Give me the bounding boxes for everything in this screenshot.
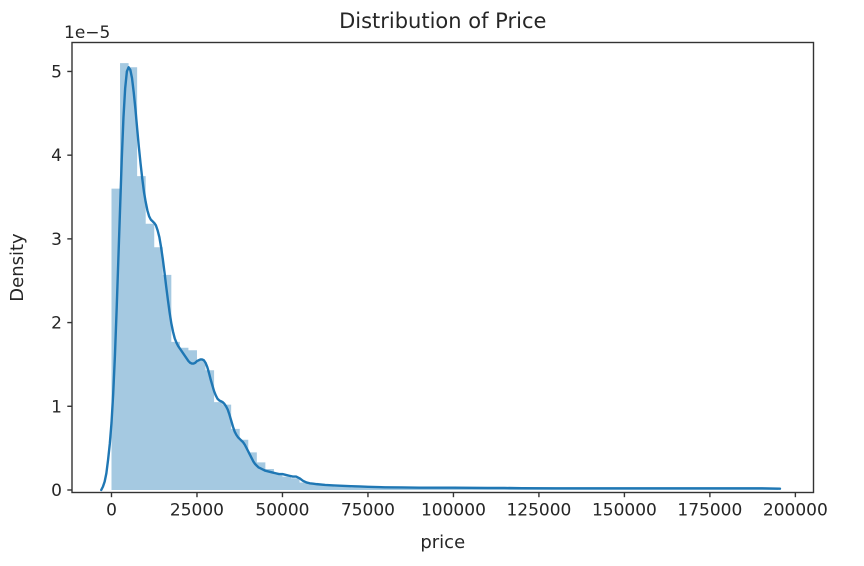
x-axis: 0 25000 50000 75000 100000 125000 150000 175000…: [106, 492, 828, 521]
y-tick-label: 0: [51, 481, 62, 501]
kde-line-path: [100, 66, 782, 492]
x-axis-label: price: [420, 532, 465, 553]
x-tick-label: 50000: [255, 501, 309, 521]
chart-title: Distribution of Price: [339, 9, 546, 33]
x-tick-label: 175000: [677, 501, 742, 521]
y-tick-label: 1: [51, 397, 62, 417]
y-tick-label: 4: [51, 146, 62, 166]
x-tick-label: 200000: [763, 501, 828, 521]
x-tick-label: 0: [106, 501, 117, 521]
x-tick-label: 100000: [421, 501, 486, 521]
y-tick-label: 5: [51, 62, 62, 82]
y-tick-label: 3: [51, 230, 62, 250]
y-tick-label: 2: [51, 314, 62, 334]
histogram-silhouette: [111, 63, 779, 490]
x-tick-label: 125000: [506, 501, 571, 521]
x-tick-label: 150000: [592, 501, 657, 521]
y-axis-label: Density: [7, 233, 28, 302]
y-axis: 0 1 2 3 4 5: [51, 62, 72, 501]
histogram-bars: [111, 63, 779, 490]
y-axis-offset-text: 1e−5: [64, 23, 110, 43]
x-tick-label: 25000: [170, 501, 224, 521]
kde-curve: [100, 66, 782, 492]
plot-border: [71, 41, 815, 494]
x-tick-label: 75000: [341, 501, 395, 521]
